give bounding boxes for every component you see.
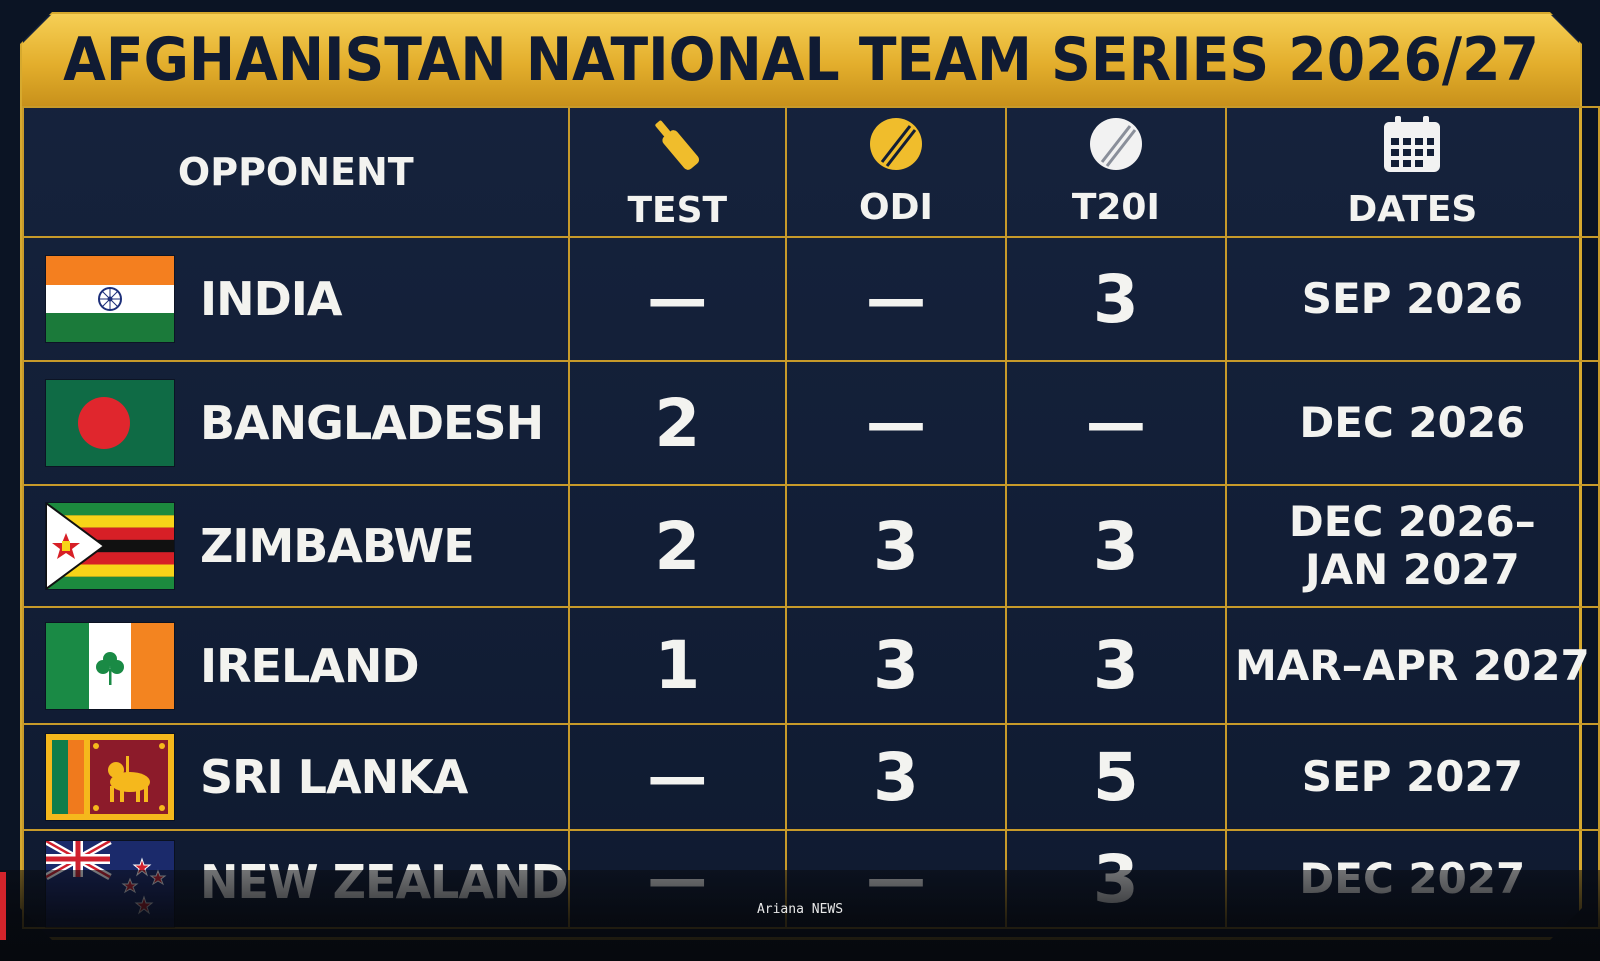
opponent-header: OPPONENT <box>22 106 570 238</box>
opponent-cell: SRI LANKA <box>22 723 570 831</box>
t20i-header: T20I <box>1005 106 1227 238</box>
odi-count: 3 <box>784 606 1008 725</box>
odi-count: — <box>784 236 1008 362</box>
opponent-cell: ZIMBABWE <box>22 484 570 608</box>
opponent-cell: IRELAND <box>22 606 570 725</box>
t20i-count: — <box>1005 360 1227 486</box>
t20i-count: 3 <box>1005 236 1227 362</box>
ireland-flag-icon <box>46 622 174 709</box>
t20i-header-label: T20I <box>1071 187 1160 228</box>
table-row: SRI LANKA — 3 5 SEP 2027 <box>22 723 1600 831</box>
opponent-cell: BANGLADESH <box>22 360 570 486</box>
test-header-label: TEST <box>627 190 728 231</box>
t20i-count: 3 <box>1005 484 1227 608</box>
opponent-name: IRELAND <box>200 638 420 693</box>
opponent-name: ZIMBABWE <box>200 519 475 573</box>
dates-header: DATES <box>1224 106 1600 238</box>
header-row: OPPONENT TEST <box>22 106 1600 238</box>
sri-lanka-flag-icon <box>46 734 174 820</box>
table-row: IRELAND 1 3 3 MAR–APR 2027 <box>22 606 1600 725</box>
series-dates: DEC 2026 <box>1224 360 1600 486</box>
odi-count: — <box>784 360 1008 486</box>
t20i-count: 5 <box>1005 723 1227 831</box>
zimbabwe-flag-icon <box>46 503 174 589</box>
watermark-text: Ariana NEWS <box>756 902 844 917</box>
opponent-cell: INDIA <box>22 236 570 362</box>
cricket-bat-icon <box>570 113 785 184</box>
odi-header: ODI <box>784 106 1008 238</box>
series-dates: SEP 2027 <box>1224 723 1600 831</box>
india-flag-icon <box>46 256 174 342</box>
series-dates: MAR–APR 2027 <box>1224 606 1600 725</box>
test-header: TEST <box>567 106 787 238</box>
test-count: — <box>567 723 787 831</box>
odi-count: 3 <box>784 723 1008 831</box>
calendar-icon <box>1227 114 1598 183</box>
opponent-name: SRI LANKA <box>200 750 468 804</box>
series-dates: DEC 2026– JAN 2027 <box>1224 484 1600 608</box>
opponent-name: BANGLADESH <box>200 396 544 450</box>
test-count: — <box>567 236 787 362</box>
table-row: ZIMBABWE 2 3 3 DEC 2026– JAN 2027 <box>22 484 1600 608</box>
test-count: 1 <box>567 606 787 725</box>
cricket-ball-icon <box>787 116 1005 181</box>
bottom-overlay <box>0 870 1600 961</box>
table-row: INDIA — — 3 SEP 2026 <box>22 236 1600 362</box>
dates-header-label: DATES <box>1347 189 1478 230</box>
white-cricket-ball-icon <box>1007 116 1225 181</box>
series-dates: SEP 2026 <box>1224 236 1600 362</box>
series-table: OPPONENT TEST <box>22 106 1600 929</box>
table-row: BANGLADESH 2 — — DEC 2026 <box>22 360 1600 486</box>
title-banner: AFGHANISTAN NATIONAL TEAM SERIES 2026/27 <box>22 14 1580 106</box>
odi-header-label: ODI <box>859 187 933 228</box>
red-edge-marker <box>0 872 6 940</box>
test-count: 2 <box>567 484 787 608</box>
opponent-name: INDIA <box>200 272 343 326</box>
bangladesh-flag-icon <box>46 380 174 466</box>
t20i-count: 3 <box>1005 606 1227 725</box>
test-count: 2 <box>567 360 787 486</box>
odi-count: 3 <box>784 484 1008 608</box>
page-title: AFGHANISTAN NATIONAL TEAM SERIES 2026/27 <box>63 25 1539 95</box>
